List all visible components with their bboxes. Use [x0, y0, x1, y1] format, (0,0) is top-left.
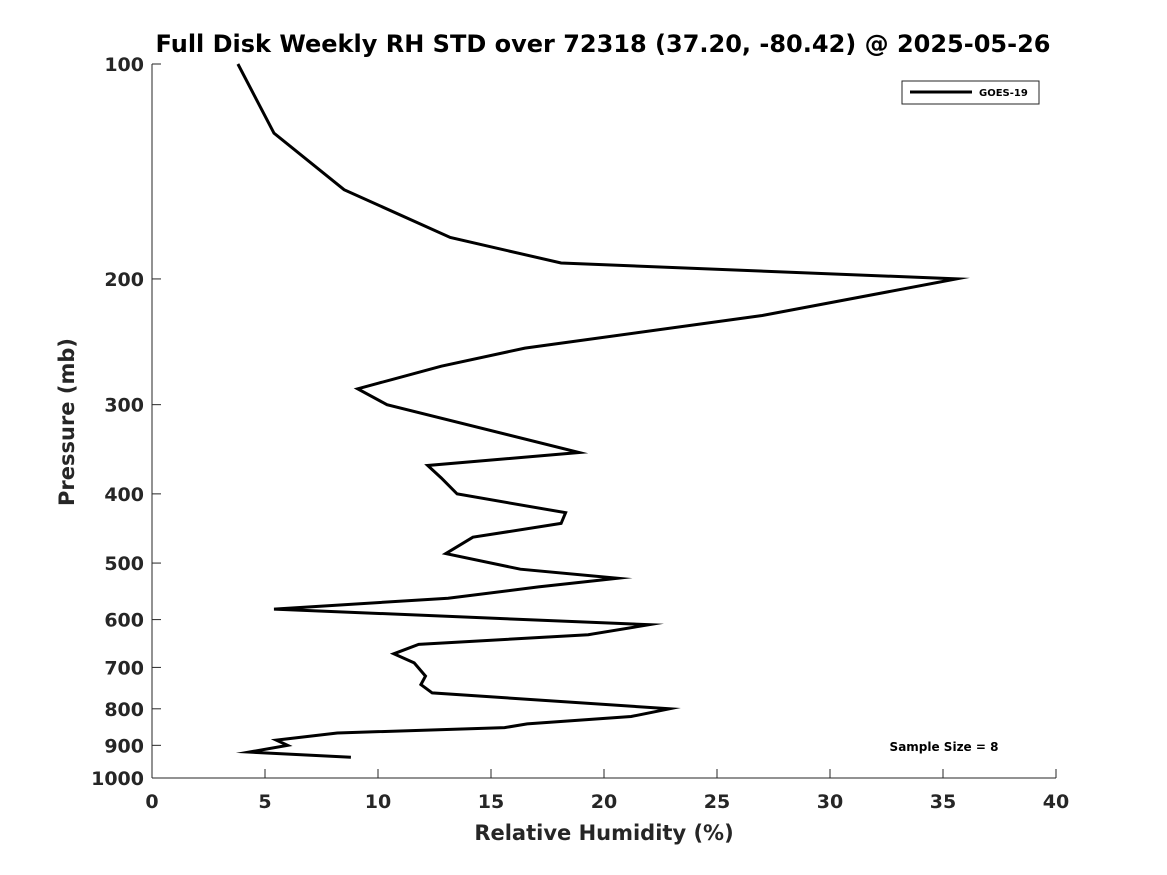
x-tick-label: 0 [145, 791, 158, 813]
y-tick-label: 500 [104, 553, 144, 575]
x-tick-label: 40 [1043, 791, 1069, 813]
legend-label-goes-19: GOES-19 [979, 88, 1028, 99]
x-tick-label: 10 [365, 791, 391, 813]
x-tick-label: 35 [930, 791, 956, 813]
x-tick-label: 25 [704, 791, 730, 813]
y-tick-label: 700 [104, 657, 144, 679]
chart-title: Full Disk Weekly RH STD over 72318 (37.2… [156, 30, 1051, 58]
y-axis-label: Pressure (mb) [55, 338, 79, 506]
series-line-goes-19 [235, 63, 970, 759]
x-axis-label: Relative Humidity (%) [474, 821, 733, 845]
x-tick-label: 15 [478, 791, 504, 813]
legend: GOES-19 [901, 80, 1040, 105]
x-tick-label: 30 [817, 791, 843, 813]
y-tick-label: 300 [104, 395, 144, 417]
ticks: 0 5 10 15 20 25 30 35 40 100 200 300 400 500 600 700 800… [91, 54, 1069, 813]
y-tick-label: 200 [104, 269, 144, 291]
axes [151, 64, 1056, 779]
y-tick-label: 800 [104, 699, 144, 721]
x-tick-label: 5 [258, 791, 271, 813]
series-layer [235, 63, 970, 759]
x-tick-label: 20 [591, 791, 617, 813]
y-tick-label: 600 [104, 610, 144, 632]
y-tick-label: 1000 [91, 768, 144, 790]
y-tick-label: 400 [104, 484, 144, 506]
y-tick-label: 100 [104, 54, 144, 76]
y-tick-label: 900 [104, 735, 144, 757]
sample-size-annotation: Sample Size = 8 [890, 740, 999, 754]
